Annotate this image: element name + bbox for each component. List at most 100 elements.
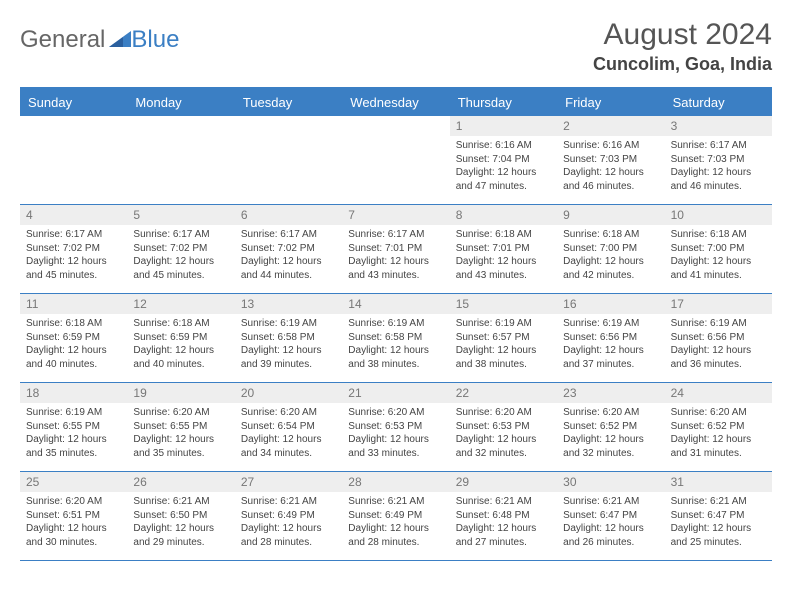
daylight-line: Daylight: 12 hours and 42 minutes.	[563, 255, 658, 282]
sunset-line: Sunset: 6:49 PM	[348, 509, 443, 523]
day-number: 8	[450, 205, 557, 225]
calendar-cell: 6Sunrise: 6:17 AMSunset: 7:02 PMDaylight…	[235, 205, 342, 293]
calendar-body: 1Sunrise: 6:16 AMSunset: 7:04 PMDaylight…	[20, 116, 772, 561]
day-header-mon: Monday	[127, 89, 234, 116]
day-details: Sunrise: 6:19 AMSunset: 6:58 PMDaylight:…	[342, 314, 449, 377]
day-details: Sunrise: 6:19 AMSunset: 6:55 PMDaylight:…	[20, 403, 127, 466]
day-details: Sunrise: 6:18 AMSunset: 6:59 PMDaylight:…	[127, 314, 234, 377]
sunrise-line: Sunrise: 6:21 AM	[133, 495, 228, 509]
day-details: Sunrise: 6:19 AMSunset: 6:58 PMDaylight:…	[235, 314, 342, 377]
sunset-line: Sunset: 7:01 PM	[348, 242, 443, 256]
calendar-cell: 4Sunrise: 6:17 AMSunset: 7:02 PMDaylight…	[20, 205, 127, 293]
daylight-line: Daylight: 12 hours and 45 minutes.	[133, 255, 228, 282]
sunset-line: Sunset: 6:58 PM	[241, 331, 336, 345]
day-details: Sunrise: 6:21 AMSunset: 6:47 PMDaylight:…	[665, 492, 772, 555]
sunrise-line: Sunrise: 6:18 AM	[26, 317, 121, 331]
day-header-wed: Wednesday	[342, 89, 449, 116]
sunset-line: Sunset: 6:59 PM	[26, 331, 121, 345]
sunrise-line: Sunrise: 6:20 AM	[133, 406, 228, 420]
calendar-cell: 9Sunrise: 6:18 AMSunset: 7:00 PMDaylight…	[557, 205, 664, 293]
daylight-line: Daylight: 12 hours and 41 minutes.	[671, 255, 766, 282]
day-details: Sunrise: 6:21 AMSunset: 6:49 PMDaylight:…	[235, 492, 342, 555]
day-number: 2	[557, 116, 664, 136]
daylight-line: Daylight: 12 hours and 28 minutes.	[241, 522, 336, 549]
sunset-line: Sunset: 7:03 PM	[671, 153, 766, 167]
title-block: August 2024 Cuncolim, Goa, India	[593, 18, 772, 75]
calendar-cell: 13Sunrise: 6:19 AMSunset: 6:58 PMDayligh…	[235, 294, 342, 382]
sunrise-line: Sunrise: 6:16 AM	[456, 139, 551, 153]
sunrise-line: Sunrise: 6:20 AM	[563, 406, 658, 420]
calendar-cell: 25Sunrise: 6:20 AMSunset: 6:51 PMDayligh…	[20, 472, 127, 560]
calendar-week: 1Sunrise: 6:16 AMSunset: 7:04 PMDaylight…	[20, 116, 772, 205]
day-details: Sunrise: 6:21 AMSunset: 6:50 PMDaylight:…	[127, 492, 234, 555]
day-number: 28	[342, 472, 449, 492]
day-details: Sunrise: 6:19 AMSunset: 6:56 PMDaylight:…	[665, 314, 772, 377]
day-number: 7	[342, 205, 449, 225]
sunrise-line: Sunrise: 6:21 AM	[348, 495, 443, 509]
calendar-cell: 1Sunrise: 6:16 AMSunset: 7:04 PMDaylight…	[450, 116, 557, 204]
sunrise-line: Sunrise: 6:17 AM	[241, 228, 336, 242]
sunrise-line: Sunrise: 6:20 AM	[26, 495, 121, 509]
day-details: Sunrise: 6:20 AMSunset: 6:54 PMDaylight:…	[235, 403, 342, 466]
calendar-cell: 23Sunrise: 6:20 AMSunset: 6:52 PMDayligh…	[557, 383, 664, 471]
calendar-cell: 19Sunrise: 6:20 AMSunset: 6:55 PMDayligh…	[127, 383, 234, 471]
calendar-cell: 21Sunrise: 6:20 AMSunset: 6:53 PMDayligh…	[342, 383, 449, 471]
sunset-line: Sunset: 6:47 PM	[563, 509, 658, 523]
calendar-cell: 28Sunrise: 6:21 AMSunset: 6:49 PMDayligh…	[342, 472, 449, 560]
sunset-line: Sunset: 7:04 PM	[456, 153, 551, 167]
daylight-line: Daylight: 12 hours and 38 minutes.	[348, 344, 443, 371]
daylight-line: Daylight: 12 hours and 39 minutes.	[241, 344, 336, 371]
day-details: Sunrise: 6:18 AMSunset: 7:00 PMDaylight:…	[557, 225, 664, 288]
sunset-line: Sunset: 6:59 PM	[133, 331, 228, 345]
day-number: 22	[450, 383, 557, 403]
sunrise-line: Sunrise: 6:17 AM	[26, 228, 121, 242]
day-number: 13	[235, 294, 342, 314]
day-number: 18	[20, 383, 127, 403]
sunrise-line: Sunrise: 6:19 AM	[26, 406, 121, 420]
day-details: Sunrise: 6:20 AMSunset: 6:55 PMDaylight:…	[127, 403, 234, 466]
logo-text-blue: Blue	[131, 26, 179, 54]
calendar-cell	[235, 116, 342, 204]
logo-text-general: General	[20, 26, 105, 54]
calendar-cell: 5Sunrise: 6:17 AMSunset: 7:02 PMDaylight…	[127, 205, 234, 293]
day-header-fri: Friday	[557, 89, 664, 116]
sunset-line: Sunset: 6:58 PM	[348, 331, 443, 345]
sunset-line: Sunset: 7:00 PM	[671, 242, 766, 256]
day-number: 19	[127, 383, 234, 403]
day-number: 24	[665, 383, 772, 403]
calendar-cell: 12Sunrise: 6:18 AMSunset: 6:59 PMDayligh…	[127, 294, 234, 382]
day-number: 17	[665, 294, 772, 314]
calendar-cell: 31Sunrise: 6:21 AMSunset: 6:47 PMDayligh…	[665, 472, 772, 560]
calendar-cell: 2Sunrise: 6:16 AMSunset: 7:03 PMDaylight…	[557, 116, 664, 204]
day-header-tue: Tuesday	[235, 89, 342, 116]
day-details: Sunrise: 6:16 AMSunset: 7:04 PMDaylight:…	[450, 136, 557, 199]
sunset-line: Sunset: 6:56 PM	[563, 331, 658, 345]
daylight-line: Daylight: 12 hours and 32 minutes.	[563, 433, 658, 460]
calendar-cell	[20, 116, 127, 204]
day-details: Sunrise: 6:20 AMSunset: 6:53 PMDaylight:…	[450, 403, 557, 466]
day-number: 11	[20, 294, 127, 314]
day-number: 5	[127, 205, 234, 225]
daylight-line: Daylight: 12 hours and 35 minutes.	[26, 433, 121, 460]
sunrise-line: Sunrise: 6:17 AM	[133, 228, 228, 242]
sunset-line: Sunset: 6:55 PM	[133, 420, 228, 434]
day-number: 31	[665, 472, 772, 492]
day-details: Sunrise: 6:17 AMSunset: 7:02 PMDaylight:…	[127, 225, 234, 288]
calendar-cell: 17Sunrise: 6:19 AMSunset: 6:56 PMDayligh…	[665, 294, 772, 382]
header: General Blue August 2024 Cuncolim, Goa, …	[20, 18, 772, 75]
day-details: Sunrise: 6:20 AMSunset: 6:52 PMDaylight:…	[557, 403, 664, 466]
sunset-line: Sunset: 6:56 PM	[671, 331, 766, 345]
daylight-line: Daylight: 12 hours and 44 minutes.	[241, 255, 336, 282]
sunset-line: Sunset: 7:02 PM	[241, 242, 336, 256]
day-details: Sunrise: 6:20 AMSunset: 6:51 PMDaylight:…	[20, 492, 127, 555]
day-number	[20, 116, 127, 120]
day-number: 25	[20, 472, 127, 492]
day-number: 1	[450, 116, 557, 136]
day-number: 26	[127, 472, 234, 492]
sunset-line: Sunset: 7:02 PM	[133, 242, 228, 256]
daylight-line: Daylight: 12 hours and 43 minutes.	[348, 255, 443, 282]
calendar-cell	[342, 116, 449, 204]
daylight-line: Daylight: 12 hours and 26 minutes.	[563, 522, 658, 549]
daylight-line: Daylight: 12 hours and 37 minutes.	[563, 344, 658, 371]
sunrise-line: Sunrise: 6:16 AM	[563, 139, 658, 153]
